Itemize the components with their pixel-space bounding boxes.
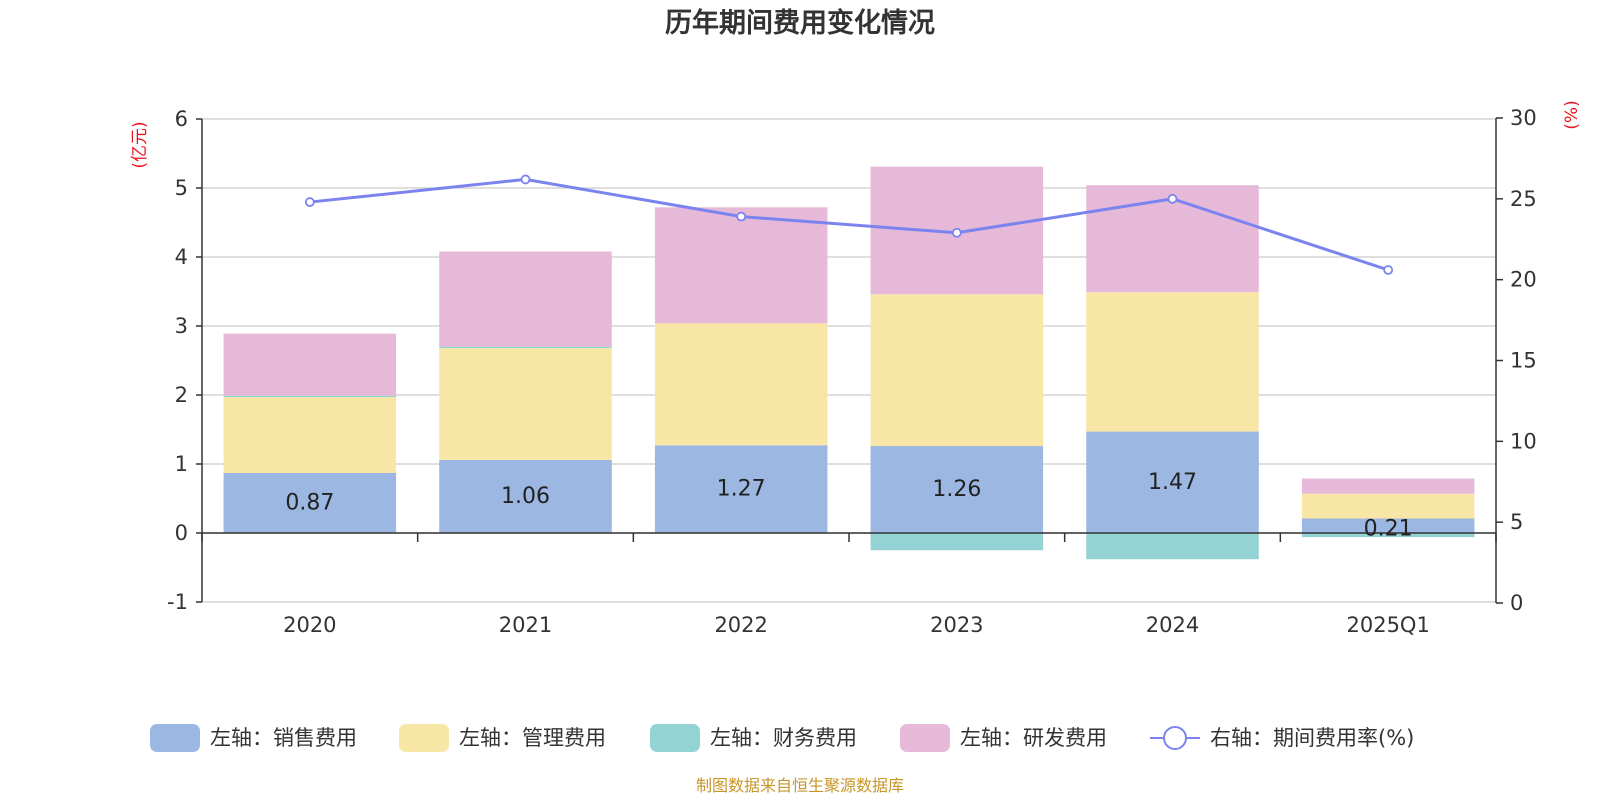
left-axis-tick-label: -1 xyxy=(167,590,188,614)
right-axis-tick-label: 10 xyxy=(1510,429,1537,453)
x-axis-tick-label: 2025Q1 xyxy=(1346,613,1429,637)
sales-value-label: 1.27 xyxy=(717,477,766,502)
sales-value-label: 1.47 xyxy=(1148,470,1197,495)
bar-segment xyxy=(654,445,828,533)
right-axis-tick-label: 30 xyxy=(1510,106,1537,130)
source-note: 制图数据来自恒生聚源数据库 xyxy=(696,776,904,795)
data-labels: 0.87 1.06 1.27 1.26 1.47 0.21 xyxy=(285,470,1412,541)
sales-value-label: 1.26 xyxy=(932,477,981,502)
rate-line xyxy=(309,177,1389,272)
bar-segment xyxy=(1086,292,1259,432)
x-axis-tick-label: 2023 xyxy=(930,613,983,637)
bar-segment xyxy=(870,533,1044,551)
x-axis-tick-label: 2022 xyxy=(714,613,767,637)
legend-swatch xyxy=(900,724,950,752)
chart-title: 历年期间费用变化情况 xyxy=(665,7,935,39)
x-axis-tick-label: 2021 xyxy=(499,613,552,637)
left-axis-tick-label: 4 xyxy=(175,245,188,269)
right-axis-tick-label: 0 xyxy=(1510,591,1523,615)
bar-segment xyxy=(870,446,1044,533)
bar-segment xyxy=(654,207,828,324)
bar-segment xyxy=(439,348,612,460)
right-axis-tick-label: 25 xyxy=(1510,187,1537,211)
left-axis-tick-label: 6 xyxy=(175,107,188,131)
left-axis-tick-label: 2 xyxy=(175,383,188,407)
rate-point xyxy=(951,227,962,238)
legend: 左轴：销售费用 左轴：管理费用 左轴：财务费用 左轴：研发费用 右轴：期间费用率(%) xyxy=(150,724,1414,752)
sales-value-label: 0.87 xyxy=(285,490,334,515)
bar-segment xyxy=(1301,478,1475,494)
legend-label: 右轴：期间费用率(%) xyxy=(1210,726,1414,750)
rate-line-series xyxy=(304,174,1394,275)
bar-segment xyxy=(223,333,397,396)
rate-point xyxy=(1167,193,1178,204)
left-axis-unit: (亿元) xyxy=(130,121,150,168)
axes: -1 0 1 2 3 4 5 6 0 5 10 15 20 25 30 2020 2021 2022 2023 202… xyxy=(167,106,1537,637)
legend-label: 左轴：财务费用 xyxy=(710,726,857,750)
bar-segment xyxy=(1086,431,1259,533)
legend-label: 左轴：管理费用 xyxy=(459,726,606,750)
legend-label: 左轴：研发费用 xyxy=(960,726,1107,750)
rate-point xyxy=(736,211,747,222)
right-axis-tick-label: 5 xyxy=(1510,510,1523,534)
bar-segment xyxy=(1301,518,1475,533)
right-axis-tick-label: 15 xyxy=(1510,349,1537,373)
bar-segment xyxy=(223,395,397,398)
bar-segment xyxy=(1301,493,1475,519)
sales-value-label: 0.21 xyxy=(1364,516,1413,541)
sales-value-label: 1.06 xyxy=(501,484,550,509)
rate-point xyxy=(1383,265,1394,275)
legend-label: 左轴：销售费用 xyxy=(210,726,357,750)
rate-point xyxy=(304,197,315,207)
bar-segment xyxy=(654,323,828,446)
legend-swatch xyxy=(150,724,200,752)
bar-segment xyxy=(870,294,1044,447)
bar-segment xyxy=(223,397,397,473)
bar-segment xyxy=(439,459,612,533)
left-axis-tick-label: 5 xyxy=(175,176,188,200)
left-axis-tick-label: 0 xyxy=(175,521,188,545)
legend-swatch xyxy=(650,724,700,752)
legend-marker xyxy=(1163,726,1187,750)
rate-point xyxy=(520,174,531,185)
bar-segment xyxy=(1301,533,1475,538)
bar-segment xyxy=(1086,533,1259,560)
bar-segment xyxy=(439,251,612,347)
x-axis-tick-label: 2020 xyxy=(283,613,336,637)
bar-segment xyxy=(439,346,612,349)
bar-series xyxy=(223,166,1475,560)
legend-swatch xyxy=(399,724,449,752)
left-axis-tick-label: 1 xyxy=(175,452,188,476)
right-axis-tick-label: 20 xyxy=(1510,268,1537,292)
right-axis-unit: (%) xyxy=(1562,100,1582,129)
left-axis-tick-label: 3 xyxy=(175,314,188,338)
x-axis-tick-label: 2024 xyxy=(1146,613,1199,637)
bar-segment xyxy=(223,472,397,533)
